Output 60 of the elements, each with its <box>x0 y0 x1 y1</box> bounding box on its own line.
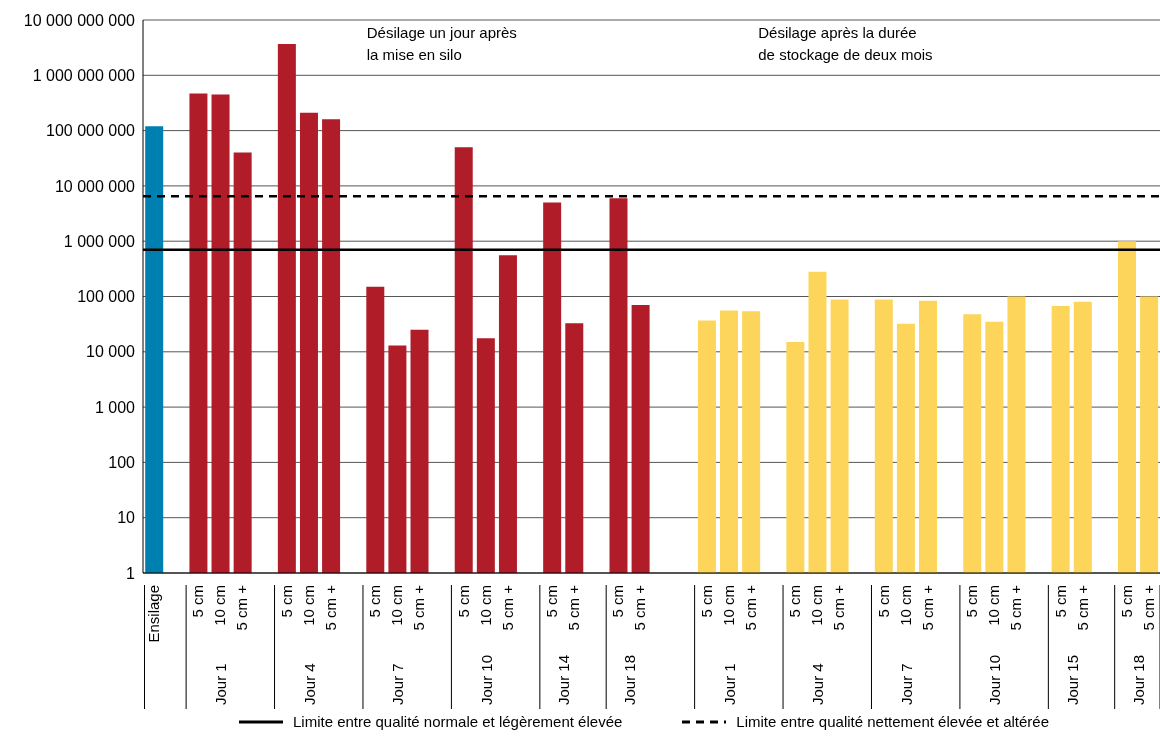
x-tick-label: Ensilage <box>145 585 163 643</box>
x-tick-label: 10 cm <box>985 585 1003 626</box>
y-tick-label: 100 000 <box>77 288 136 306</box>
x-tick-label: 5 cm <box>697 585 715 618</box>
x-tick-label: 5 cm <box>609 585 627 618</box>
text: Jour 18 <box>1129 654 1147 705</box>
x-tick-label: 5 cm + <box>410 584 428 631</box>
x-tick-label: 5 cm <box>1051 585 1069 618</box>
x-tick-label: 5 cm + <box>830 584 848 631</box>
x-tick-label: 5 cm + <box>565 584 583 631</box>
text: Jour 4 <box>809 663 827 705</box>
x-tick-label: 5 cm <box>1117 585 1135 618</box>
x-tick-label: 10 cm <box>896 585 914 626</box>
x-tick-label: 5 cm <box>366 585 384 618</box>
x-tick-label: 10 cm <box>476 585 494 626</box>
x-tick-label: 5 cm + <box>498 584 516 631</box>
x-tick-label: 10 cm <box>211 585 229 626</box>
y-tick-label: 10 000 <box>86 343 136 361</box>
x-tick-label: 5 cm + <box>1007 584 1025 631</box>
legend-label: Limite entre qualité nettement élevée et altérée <box>736 713 1050 730</box>
y-tick-label: 1 <box>126 564 136 582</box>
y-tick-label: 10 <box>117 509 136 527</box>
text: Jour 1 <box>212 663 230 705</box>
x-tick-label: 10 cm <box>808 585 826 626</box>
x-tick-label: 10 cm <box>299 585 317 626</box>
annotation: Désilage un jour après la mise en silo <box>366 23 517 65</box>
x-tick-label: 5 cm <box>874 585 892 618</box>
text: Jour 10 <box>477 654 495 705</box>
y-tick-label: 1 000 <box>94 398 136 416</box>
text: Jour 1 <box>720 663 738 705</box>
x-tick-label: 5 cm + <box>631 584 649 631</box>
y-tick-label: 100 000 000 <box>46 122 136 140</box>
text: Jour 4 <box>300 663 318 705</box>
y-tick-label: 1 000 000 <box>63 232 136 250</box>
x-tick-label: 10 cm <box>388 585 406 626</box>
y-tick-label: 1 000 000 000 <box>32 66 136 84</box>
text: Jour 7 <box>389 663 407 705</box>
x-tick-label: 5 cm + <box>321 584 339 631</box>
text: Jour 7 <box>897 663 915 705</box>
text: Jour 10 <box>986 654 1004 705</box>
text: Jour 14 <box>555 654 573 705</box>
x-tick-label: 5 cm <box>454 585 472 618</box>
legend-label: Limite entre qualité normale et légèrement élevée <box>292 713 623 730</box>
x-tick-label: 10 cm <box>719 585 737 626</box>
x-tick-label: 5 cm <box>543 585 561 618</box>
x-tick-label: 5 cm + <box>1073 584 1091 631</box>
x-tick-label: 5 cm <box>963 585 981 618</box>
x-tick-label: 5 cm + <box>233 584 251 631</box>
x-tick-label: 5 cm + <box>1139 584 1157 631</box>
y-tick-label: 10 000 000 <box>54 177 136 195</box>
x-tick-label: 5 cm <box>189 585 207 618</box>
text: Jour 15 <box>1063 654 1081 705</box>
text: Jour 18 <box>621 654 639 705</box>
x-tick-label: 5 cm <box>277 585 295 618</box>
y-tick-label: 100 <box>108 454 136 472</box>
x-tick-label: 5 cm <box>786 585 804 618</box>
annotation: Désilage après la durée de stockage de deux mois <box>758 23 933 65</box>
x-tick-label: 5 cm + <box>741 584 759 631</box>
x-tick-label: 5 cm + <box>918 584 936 631</box>
y-tick-label: 10 000 000 000 <box>23 11 136 29</box>
